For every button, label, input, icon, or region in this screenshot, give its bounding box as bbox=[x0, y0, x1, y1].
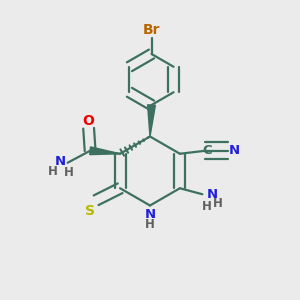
Polygon shape bbox=[90, 147, 120, 154]
Text: N: N bbox=[229, 144, 240, 157]
Text: N: N bbox=[206, 188, 218, 201]
Text: N: N bbox=[55, 155, 66, 168]
Text: C: C bbox=[202, 144, 212, 157]
Text: H: H bbox=[64, 166, 74, 179]
Text: O: O bbox=[83, 114, 94, 128]
Text: S: S bbox=[85, 204, 95, 218]
Text: H: H bbox=[202, 200, 212, 213]
Text: H: H bbox=[212, 197, 222, 210]
Text: H: H bbox=[48, 165, 58, 178]
Text: H: H bbox=[145, 218, 155, 231]
Polygon shape bbox=[148, 105, 155, 136]
Text: Br: Br bbox=[143, 23, 160, 37]
Text: N: N bbox=[144, 208, 156, 221]
